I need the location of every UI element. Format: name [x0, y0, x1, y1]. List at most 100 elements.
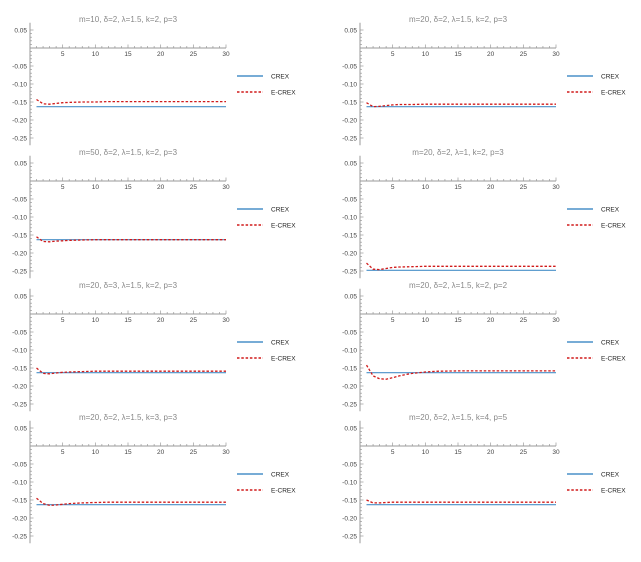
x-tick-label: 10 — [422, 317, 430, 324]
x-tick-label: 5 — [61, 184, 65, 191]
panel-6: m=20, δ=2, λ=1.5, k=2, p=2 0.05 -0.05 -0.10… — [342, 281, 626, 412]
legend-ecrex-label: E-CREX — [601, 223, 626, 230]
x-tick-label: 15 — [454, 449, 462, 456]
y-tick-label: -0.20 — [12, 118, 27, 125]
x-tick-label: 5 — [391, 317, 395, 324]
y-tick-label: -0.05 — [342, 64, 357, 71]
y-tick-label: 0.05 — [14, 161, 27, 168]
x-tick-label: 25 — [520, 449, 528, 456]
legend-crex-label: CREX — [601, 74, 620, 81]
x-tick-label: 5 — [391, 449, 395, 456]
y-tick-label: -0.10 — [342, 215, 357, 222]
y-tick-label: -0.15 — [342, 366, 357, 373]
y-tick-label: -0.20 — [12, 384, 27, 391]
x-tick-label: 5 — [391, 51, 395, 58]
x-tick-label: 30 — [552, 317, 560, 324]
panel-3: m=50, δ=2, λ=1.5, k=2, p=3 0.05 -0.05 -0.10… — [12, 148, 296, 279]
y-tick-label: -0.10 — [12, 215, 27, 222]
x-tick-label: 10 — [422, 184, 430, 191]
x-tick-label: 30 — [222, 449, 230, 456]
y-tick-label: -0.20 — [342, 384, 357, 391]
x-tick-label: 15 — [124, 51, 132, 58]
x-tick-label: 25 — [520, 317, 528, 324]
y-tick-label: -0.20 — [342, 516, 357, 523]
y-tick-label: -0.15 — [12, 498, 27, 505]
x-tick-label: 5 — [61, 449, 65, 456]
panel-title: m=50, δ=2, λ=1.5, k=2, p=3 — [79, 148, 178, 157]
x-tick-label: 20 — [157, 51, 165, 58]
panel-title: m=20, δ=2, λ=1.5, k=2, p=3 — [409, 15, 508, 24]
x-tick-label: 10 — [422, 51, 430, 58]
legend-ecrex-label: E-CREX — [271, 356, 296, 363]
x-tick-label: 5 — [391, 184, 395, 191]
ecrex-line — [36, 367, 226, 375]
y-tick-label: -0.25 — [342, 534, 357, 541]
y-tick-label: 0.05 — [14, 294, 27, 301]
y-tick-label: 0.05 — [14, 426, 27, 433]
x-tick-label: 25 — [520, 51, 528, 58]
y-tick-label: -0.05 — [12, 64, 27, 71]
x-tick-label: 30 — [222, 184, 230, 191]
y-tick-label: -0.25 — [12, 136, 27, 143]
y-tick-label: -0.10 — [12, 348, 27, 355]
x-tick-label: 10 — [422, 449, 430, 456]
y-tick-label: -0.15 — [342, 100, 357, 107]
panel-5: m=20, δ=3, λ=1.5, k=2, p=3 0.05 -0.05 -0.10… — [12, 281, 296, 412]
ecrex-line — [36, 236, 226, 243]
x-tick-label: 25 — [190, 51, 198, 58]
legend-ecrex-label: E-CREX — [271, 488, 296, 495]
x-tick-label: 30 — [552, 51, 560, 58]
y-tick-label: -0.05 — [342, 462, 357, 469]
x-tick-label: 5 — [61, 51, 65, 58]
panel-title: m=10, δ=2, λ=1.5, k=2, p=3 — [79, 15, 178, 24]
x-tick-label: 20 — [157, 184, 165, 191]
y-tick-label: -0.10 — [342, 348, 357, 355]
y-tick-label: -0.20 — [342, 251, 357, 258]
y-tick-label: -0.25 — [342, 402, 357, 409]
y-tick-label: -0.05 — [342, 197, 357, 204]
y-tick-label: -0.05 — [342, 330, 357, 337]
y-tick-label: -0.15 — [12, 233, 27, 240]
x-tick-label: 15 — [124, 449, 132, 456]
ecrex-line — [36, 497, 226, 507]
x-tick-label: 30 — [222, 317, 230, 324]
legend-crex-label: CREX — [271, 472, 290, 479]
panel-title: m=20, δ=3, λ=1.5, k=2, p=3 — [79, 281, 178, 290]
y-tick-label: -0.20 — [12, 251, 27, 258]
panel-title: m=20, δ=2, λ=1, k=2, p=3 — [412, 148, 504, 157]
legend-ecrex-label: E-CREX — [271, 90, 296, 97]
panel-1: m=10, δ=2, λ=1.5, k=2, p=3 0.05 -0.05 -0.10… — [12, 15, 296, 146]
panel-title: m=20, δ=2, λ=1.5, k=3, p=3 — [79, 413, 178, 422]
y-tick-label: -0.15 — [12, 100, 27, 107]
panel-title: m=20, δ=2, λ=1.5, k=4, p=5 — [409, 413, 508, 422]
x-tick-label: 20 — [487, 51, 495, 58]
panel-2: m=20, δ=2, λ=1.5, k=2, p=3 0.05 -0.05 -0.10… — [342, 15, 626, 146]
y-tick-label: -0.10 — [12, 480, 27, 487]
x-tick-label: 25 — [520, 184, 528, 191]
x-tick-label: 25 — [190, 449, 198, 456]
y-tick-label: -0.05 — [12, 197, 27, 204]
y-tick-label: -0.10 — [342, 82, 357, 89]
y-tick-label: -0.15 — [342, 498, 357, 505]
y-tick-label: -0.05 — [12, 330, 27, 337]
panel-title: m=20, δ=2, λ=1.5, k=2, p=2 — [409, 281, 508, 290]
x-tick-label: 5 — [61, 317, 65, 324]
ecrex-line — [366, 102, 556, 108]
x-tick-label: 25 — [190, 184, 198, 191]
x-tick-label: 10 — [92, 51, 100, 58]
y-tick-label: -0.10 — [342, 480, 357, 487]
y-tick-label: -0.25 — [12, 534, 27, 541]
x-tick-label: 20 — [157, 449, 165, 456]
x-tick-label: 20 — [487, 317, 495, 324]
x-tick-label: 20 — [157, 317, 165, 324]
x-tick-label: 15 — [124, 317, 132, 324]
y-tick-label: -0.05 — [12, 462, 27, 469]
y-tick-label: -0.25 — [12, 269, 27, 276]
y-tick-label: -0.20 — [12, 516, 27, 523]
y-tick-label: 0.05 — [344, 426, 357, 433]
panel-4: m=20, δ=2, λ=1, k=2, p=3 0.05 -0.05 -0.10 -0… — [342, 148, 626, 279]
panel-8: m=20, δ=2, λ=1.5, k=4, p=5 0.05 -0.05 -0.10… — [342, 413, 626, 544]
x-tick-label: 20 — [487, 184, 495, 191]
y-tick-label: -0.25 — [342, 136, 357, 143]
